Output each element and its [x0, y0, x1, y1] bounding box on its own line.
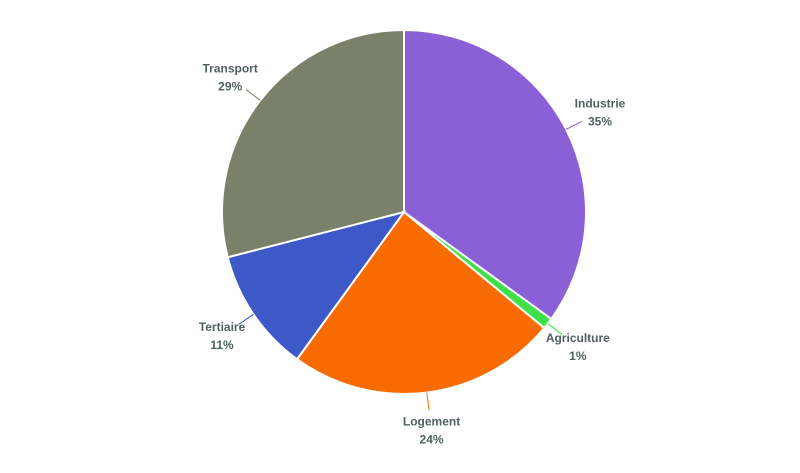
value-label: 24%	[420, 432, 444, 446]
pie-slice	[221, 28, 405, 259]
slice-label: Logement	[403, 414, 460, 428]
pie-slice	[295, 210, 546, 395]
leader-line	[245, 89, 261, 101]
leader-line	[565, 120, 583, 130]
pie-slice	[226, 210, 407, 361]
value-label: 35%	[588, 114, 612, 128]
slice-label: Transport	[202, 61, 257, 75]
leader-line	[426, 392, 430, 411]
value-label: 29%	[218, 79, 242, 93]
pie-slice	[403, 28, 587, 321]
leader-line	[547, 323, 563, 335]
value-label: 11%	[210, 338, 234, 352]
slice-label: Tertiaire	[199, 320, 246, 334]
value-label: 1%	[569, 349, 587, 363]
slice-label: Industrie	[575, 96, 626, 110]
slice-label: Agriculture	[546, 331, 610, 345]
leader-line	[238, 313, 254, 325]
